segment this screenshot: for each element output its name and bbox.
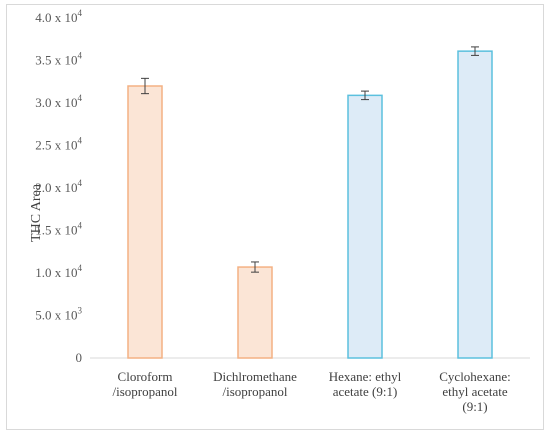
bar <box>457 50 493 359</box>
error-bar <box>141 77 149 95</box>
y-tick-label: 0 <box>76 350 83 365</box>
error-bar <box>471 46 479 56</box>
error-bar <box>361 90 369 101</box>
category-labels: Cloroform/isopropanol Dichlromethane/isop… <box>113 369 511 414</box>
bars <box>127 50 493 359</box>
y-tick-label: 5.0 x 103 <box>35 306 82 323</box>
y-tick-label: 3.0 x 104 <box>35 93 82 110</box>
y-tick-label: 4.0 x 104 <box>35 8 82 25</box>
bar <box>127 85 163 359</box>
y-tick-label: 2.0 x 104 <box>35 178 82 195</box>
category-label: Dichlromethane/isopropanol <box>213 369 297 399</box>
category-label: Cyclohexane: ethyl acetate (9:1) <box>439 369 510 414</box>
y-tick-labels: 0 5.0 x 103 1.0 x 104 1.5 x 104 2.0 x 104 2.5… <box>35 8 82 365</box>
y-tick-label: 1.0 x 104 <box>35 263 82 280</box>
category-label: Hexane: ethyl acetate (9:1) <box>329 369 402 399</box>
category-label: Cloroform/isopropanol <box>113 369 178 399</box>
bar <box>347 94 383 359</box>
error-bar <box>251 261 259 273</box>
error-bars <box>141 46 479 273</box>
chart-frame <box>6 4 544 430</box>
y-tick-label: 1.5 x 104 <box>35 221 82 238</box>
y-tick-label: 2.5 x 104 <box>35 136 82 153</box>
y-tick-label: 3.5 x 104 <box>35 51 82 68</box>
bar <box>237 266 273 359</box>
y-axis-label: THC Area <box>29 183 44 242</box>
